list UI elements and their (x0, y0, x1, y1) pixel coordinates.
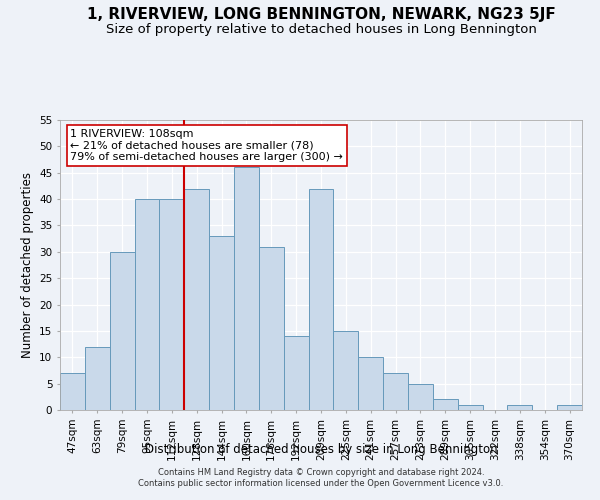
Bar (110, 252, 134, 410)
Bar (557, 404, 582, 410)
Bar (60, 373, 85, 410)
Text: 1, RIVERVIEW, LONG BENNINGTON, NEWARK, NG23 5JF: 1, RIVERVIEW, LONG BENNINGTON, NEWARK, N… (86, 8, 556, 22)
Bar (334, 331, 358, 410)
Bar (259, 246, 284, 410)
Text: Size of property relative to detached houses in Long Bennington: Size of property relative to detached ho… (106, 22, 536, 36)
Bar (383, 373, 408, 410)
Bar (234, 168, 259, 410)
Bar (308, 188, 334, 410)
Text: Distribution of detached houses by size in Long Bennington: Distribution of detached houses by size … (145, 442, 497, 456)
Text: Contains HM Land Registry data © Crown copyright and database right 2024.
Contai: Contains HM Land Registry data © Crown c… (139, 468, 503, 487)
Text: 1 RIVERVIEW: 108sqm
← 21% of detached houses are smaller (78)
79% of semi-detach: 1 RIVERVIEW: 108sqm ← 21% of detached ho… (70, 128, 343, 162)
Y-axis label: Number of detached properties: Number of detached properties (20, 172, 34, 358)
Bar (184, 188, 209, 410)
Bar (160, 199, 184, 410)
Bar (134, 199, 160, 410)
Bar (408, 384, 433, 410)
Bar (284, 336, 308, 410)
Bar (85, 346, 110, 410)
Bar (508, 404, 532, 410)
Bar (458, 404, 482, 410)
Bar (209, 236, 234, 410)
Bar (358, 358, 383, 410)
Bar (433, 400, 458, 410)
